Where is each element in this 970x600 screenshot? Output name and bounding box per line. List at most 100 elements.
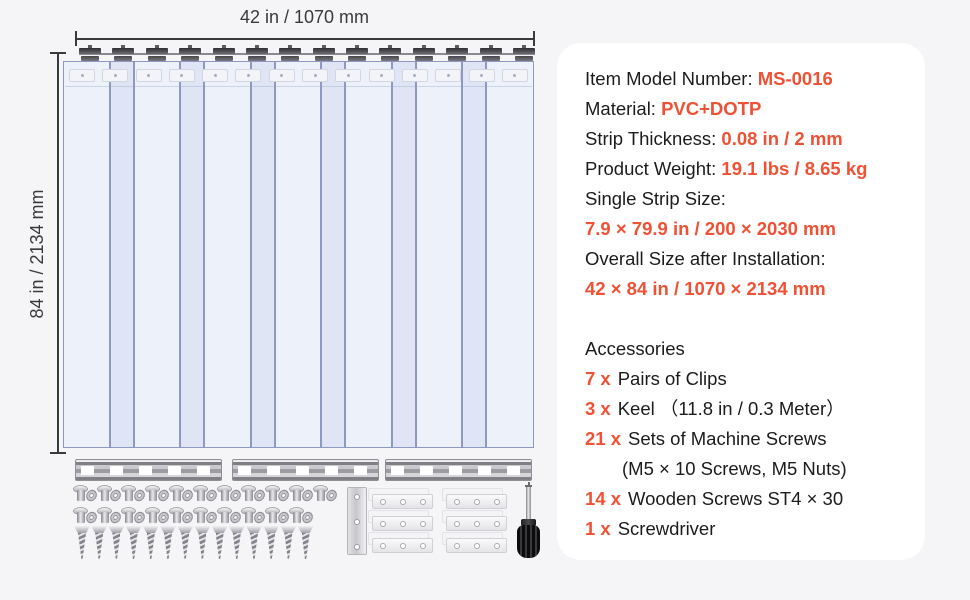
- pvc-strip: [274, 61, 321, 448]
- vertical-clip-plate: [347, 487, 367, 555]
- rail-clip: [346, 45, 368, 62]
- rail-clip-bottom-bar: [414, 56, 433, 61]
- wooden-screw-shaft: [301, 533, 310, 559]
- clip-pair: [442, 488, 507, 509]
- clip-plate-hole: [454, 498, 460, 505]
- pvc-strip-overlap: [109, 61, 134, 448]
- rail-clip-top-bar: [512, 48, 535, 54]
- rail-clip-bottom-bar: [281, 56, 300, 61]
- wooden-screw-shaft: [284, 533, 293, 559]
- wooden-screw: [280, 526, 297, 560]
- clip-plate-hole: [420, 498, 426, 505]
- wooden-screw-head: [297, 526, 314, 533]
- strip-clip-plate: [69, 69, 95, 82]
- machine-screw-nut: [86, 489, 97, 502]
- strip-clip-screw-dot: [147, 74, 151, 77]
- rail-clip-pin: [521, 45, 526, 48]
- machine-screw-head: [146, 508, 159, 514]
- strip-clip-plate-row: [65, 65, 532, 87]
- accessory-item: 21 x Sets of Machine Screws: [585, 424, 901, 454]
- wooden-screw-head: [125, 526, 142, 533]
- machine-screw-head: [194, 486, 207, 492]
- strip-clip-screw-dot: [346, 74, 350, 77]
- machine-screw-set: [146, 508, 169, 529]
- rail-clip-bottom-bar: [81, 56, 99, 61]
- accessory-quantity: 7 x: [585, 368, 611, 389]
- strip-clip-screw-dot: [513, 74, 517, 77]
- clip-plate-hole: [474, 520, 480, 527]
- wooden-screw-shaft: [112, 533, 121, 559]
- machine-screw-nut: [254, 511, 265, 524]
- machine-screw-head: [170, 508, 183, 514]
- width-dimension-tick-right: [533, 31, 535, 46]
- accessory-item: (M5 × 10 Screws, M5 Nuts): [585, 454, 901, 484]
- accessory-label: Screwdriver: [617, 518, 716, 539]
- keel-rail: [232, 459, 379, 481]
- strip-clip-plate: [435, 69, 462, 82]
- strip-clip-plate: [202, 69, 229, 82]
- rail-clip: [379, 45, 402, 62]
- machine-screw-shaft: [100, 512, 109, 523]
- rail-clip-pin: [488, 45, 493, 48]
- rail-clip-top-bar: [479, 48, 502, 54]
- rail-clip-top-bar: [212, 48, 235, 54]
- spec-label: Overall Size after Installation:: [585, 248, 826, 269]
- strip-clip-screw-dot: [380, 74, 384, 77]
- keel-rail-slots: [81, 466, 216, 475]
- machine-screw-set: [98, 508, 121, 529]
- rail-clip-pin: [355, 45, 359, 48]
- machine-screw-head: [218, 508, 231, 514]
- strip-clip-plate: [468, 69, 495, 82]
- machine-screw-shaft: [220, 512, 229, 523]
- machine-screw-nut: [110, 489, 121, 502]
- machine-screw-shaft: [76, 512, 85, 523]
- clip-plate-hole: [400, 498, 406, 505]
- clip-plate-hole: [474, 542, 480, 549]
- machine-screw-set: [218, 508, 241, 529]
- wooden-screw-head: [91, 526, 108, 533]
- rail-bar: [79, 53, 535, 55]
- accessory-label: Wooden Screws ST4 × 30: [628, 488, 844, 509]
- spec-line: Item Model Number: MS-0016: [585, 64, 901, 94]
- machine-screw-set: [122, 508, 145, 529]
- rail-clip: [312, 45, 335, 62]
- machine-screw-shaft: [292, 512, 301, 523]
- clip-plate-hole: [354, 494, 360, 500]
- strip-clip-screw-dot: [480, 74, 484, 77]
- strip-clip-plate: [268, 69, 295, 82]
- machine-screw-shaft: [220, 490, 229, 501]
- strip-clip-plate: [335, 69, 362, 82]
- rail-clip-top-bar: [379, 48, 402, 54]
- height-dimension-label: 84 in / 2134 mm: [27, 189, 47, 319]
- machine-screw-shaft: [244, 512, 253, 523]
- rail-clip: [279, 45, 302, 62]
- strip-clip-screw-dot: [80, 74, 84, 77]
- clip-pair: [442, 510, 507, 531]
- machine-screw-head: [290, 486, 303, 492]
- clip-pair: [368, 510, 433, 531]
- rail-clip: [245, 45, 268, 62]
- machine-screw-shaft: [76, 490, 85, 501]
- machine-screw-head: [74, 486, 87, 492]
- rail-clip-pin: [221, 45, 226, 48]
- clip-plate-hole: [380, 498, 386, 505]
- accessory-quantity: 1 x: [585, 518, 611, 539]
- machine-screw-shaft: [124, 490, 133, 501]
- clip-pair-front-plate: [372, 516, 433, 531]
- machine-screw-head: [194, 508, 207, 514]
- pvc-strip: [63, 61, 110, 448]
- machine-screw-nut: [86, 511, 97, 524]
- machine-screw-shaft: [172, 490, 181, 501]
- strip-clip-screw-dot: [313, 74, 317, 77]
- machine-screw-shaft: [196, 490, 205, 501]
- clip-plate-hole: [420, 542, 426, 549]
- width-dimension-tick-left: [75, 31, 77, 46]
- machine-screw-head: [242, 486, 255, 492]
- machine-screw-nut: [158, 511, 169, 524]
- clip-plate-hole: [400, 542, 406, 549]
- strip-clip-screw-dot: [113, 74, 117, 77]
- wooden-screw-shaft: [129, 533, 138, 559]
- machine-screw-set: [146, 486, 169, 507]
- machine-screw-nut: [134, 511, 145, 524]
- clip-plate-hole: [354, 544, 360, 550]
